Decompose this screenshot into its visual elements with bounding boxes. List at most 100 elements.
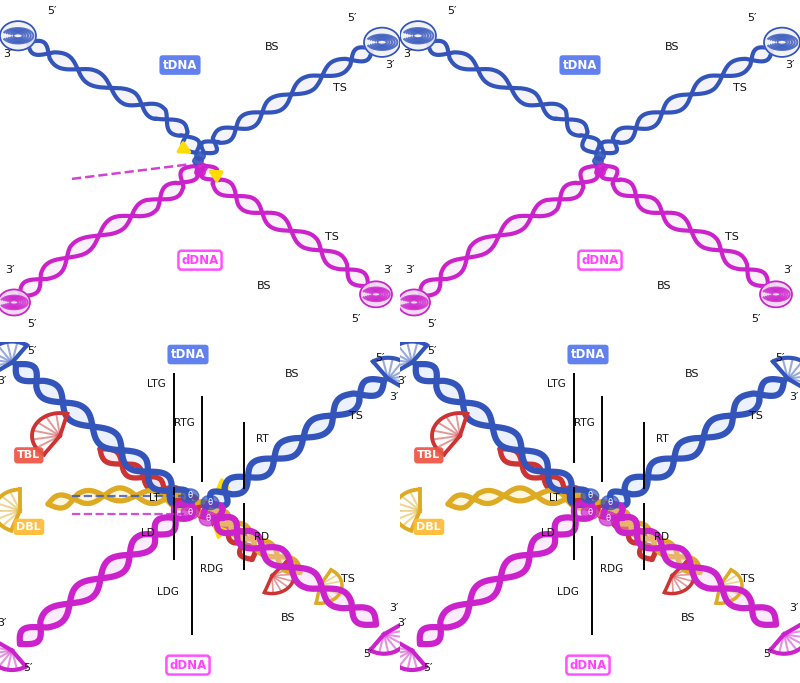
Text: DBL: DBL [417, 522, 441, 532]
Polygon shape [602, 47, 772, 153]
Text: dDNA: dDNA [170, 658, 206, 671]
Circle shape [193, 157, 203, 165]
Text: 5′: 5′ [747, 13, 757, 23]
Polygon shape [428, 41, 599, 153]
Text: RT: RT [656, 434, 668, 444]
Text: LT: LT [149, 492, 159, 503]
Circle shape [181, 489, 199, 503]
Text: 3′: 3′ [6, 265, 14, 275]
Text: 3′: 3′ [786, 60, 794, 70]
Text: RTG: RTG [174, 418, 194, 428]
Text: θ: θ [587, 492, 593, 501]
Text: TBL: TBL [418, 450, 440, 460]
Text: TBL: TBL [18, 450, 40, 460]
Polygon shape [20, 503, 193, 644]
Text: 5′: 5′ [23, 663, 33, 673]
Text: LD: LD [141, 529, 155, 538]
Text: 5′: 5′ [447, 6, 457, 16]
Text: 5′: 5′ [427, 318, 437, 329]
Text: 5′: 5′ [27, 318, 37, 329]
Text: 3′: 3′ [783, 265, 793, 275]
Text: RD: RD [254, 531, 270, 542]
Circle shape [181, 505, 199, 519]
Polygon shape [28, 41, 199, 153]
Polygon shape [204, 504, 376, 625]
Polygon shape [210, 379, 384, 505]
Text: θ: θ [587, 507, 593, 517]
Circle shape [398, 290, 430, 316]
Text: θ: θ [187, 507, 193, 517]
Circle shape [199, 512, 217, 526]
Text: BS: BS [665, 42, 679, 52]
Text: RD: RD [654, 531, 670, 542]
Text: θ: θ [187, 492, 193, 501]
Text: 5′: 5′ [47, 6, 57, 16]
Text: BS: BS [281, 613, 295, 623]
Polygon shape [201, 166, 368, 286]
Text: BS: BS [265, 42, 279, 52]
Text: 5′: 5′ [751, 313, 761, 324]
Text: 3′: 3′ [398, 376, 406, 385]
Text: 5′: 5′ [763, 649, 773, 658]
Text: θ: θ [206, 514, 210, 523]
Polygon shape [500, 449, 655, 559]
Text: 5′: 5′ [375, 352, 385, 363]
Text: TS: TS [725, 232, 739, 242]
Text: θ: θ [606, 514, 610, 523]
Circle shape [400, 21, 436, 51]
Circle shape [202, 495, 219, 510]
Text: BS: BS [257, 281, 271, 291]
Text: 5′: 5′ [27, 346, 37, 357]
Text: tDNA: tDNA [162, 59, 198, 72]
Circle shape [602, 495, 619, 510]
Text: 5′: 5′ [363, 649, 373, 658]
Text: TS: TS [733, 83, 747, 93]
Circle shape [597, 163, 607, 171]
Text: 3′: 3′ [403, 48, 413, 59]
Polygon shape [416, 364, 589, 505]
Text: RDG: RDG [200, 564, 224, 574]
Text: dDNA: dDNA [182, 253, 218, 266]
Polygon shape [48, 488, 300, 572]
Text: RT: RT [256, 434, 268, 444]
Circle shape [195, 168, 205, 177]
Text: BS: BS [685, 369, 699, 379]
Text: RTG: RTG [574, 418, 594, 428]
Text: dDNA: dDNA [582, 253, 618, 266]
Polygon shape [604, 504, 776, 625]
Polygon shape [420, 503, 593, 644]
Circle shape [760, 281, 792, 307]
Text: TS: TS [325, 232, 339, 242]
Circle shape [581, 489, 598, 503]
Circle shape [360, 281, 392, 307]
Circle shape [0, 290, 30, 316]
Text: TS: TS [749, 411, 763, 421]
Text: BS: BS [285, 369, 299, 379]
Text: 3′: 3′ [390, 603, 398, 613]
Text: 5′: 5′ [423, 663, 433, 673]
Circle shape [197, 163, 207, 171]
Text: TS: TS [333, 83, 347, 93]
Circle shape [593, 157, 603, 165]
Polygon shape [610, 379, 784, 505]
Text: 3′: 3′ [0, 376, 6, 385]
Polygon shape [202, 47, 372, 153]
Text: 5′: 5′ [347, 13, 357, 23]
Text: 5′: 5′ [775, 352, 785, 363]
Polygon shape [448, 488, 700, 572]
Circle shape [364, 27, 400, 57]
Circle shape [195, 152, 205, 161]
Text: 3′: 3′ [790, 392, 798, 402]
Polygon shape [100, 449, 255, 559]
Text: θ: θ [207, 498, 213, 507]
Text: 3′: 3′ [3, 48, 13, 59]
Text: BS: BS [681, 613, 695, 623]
Text: TS: TS [349, 411, 363, 421]
Text: 3′: 3′ [398, 618, 406, 628]
Circle shape [0, 21, 36, 51]
Text: LTG: LTG [146, 379, 166, 389]
Text: 3′: 3′ [386, 60, 394, 70]
Text: 3′: 3′ [383, 265, 393, 275]
Text: tDNA: tDNA [170, 348, 206, 361]
Text: 3′: 3′ [406, 265, 414, 275]
